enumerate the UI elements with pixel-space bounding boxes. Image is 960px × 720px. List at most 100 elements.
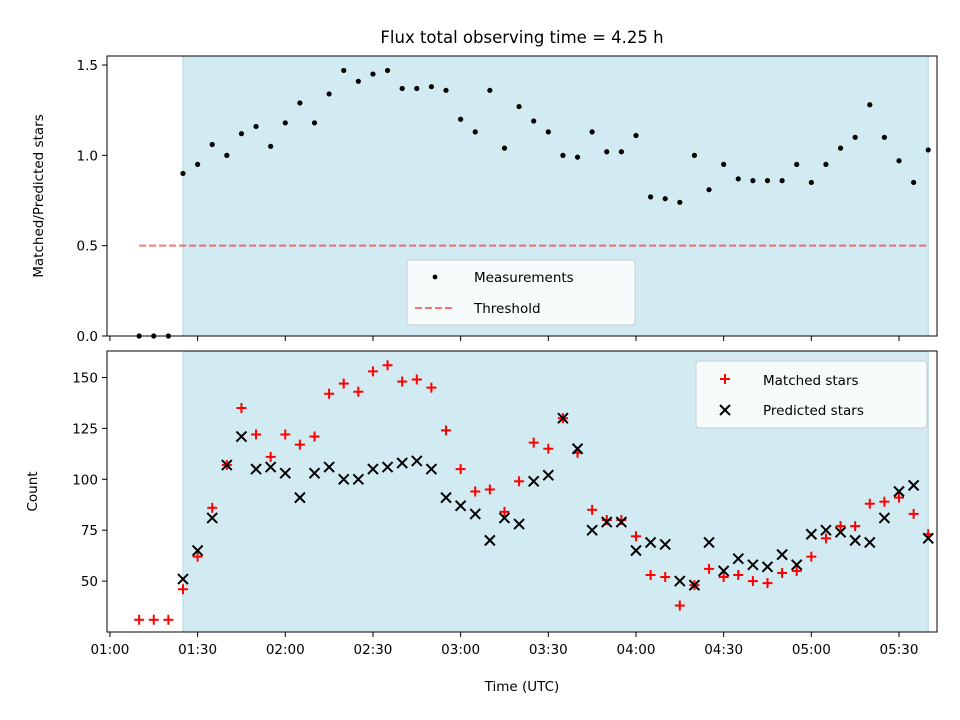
measurement-point: [516, 103, 522, 110]
measurement-point: [443, 87, 449, 93]
top-legend-box: [406, 259, 636, 326]
predicted-star-point: [834, 526, 847, 538]
measurement-point: [501, 145, 508, 151]
predicted-star-point: [338, 473, 350, 485]
legend-predicted-marker: [719, 404, 731, 416]
matched-star-point: [864, 498, 875, 509]
legend-plus-glyph: [720, 374, 730, 384]
matched-star-point: [645, 569, 656, 580]
matched-star-point: [177, 584, 188, 595]
measurement-point: [355, 78, 361, 84]
measurement-point: [647, 194, 654, 200]
matched-star-point: [587, 504, 598, 515]
x-tick-label: 02:00: [266, 642, 305, 658]
y-tick-label: 0.0: [77, 329, 98, 345]
measurement-point: [253, 123, 259, 130]
matched-star-point: [762, 578, 773, 589]
matched-star-point: [455, 464, 466, 475]
measurement-point: [794, 161, 800, 167]
measurement-point: [531, 118, 537, 124]
predicted-star-point: [849, 534, 861, 547]
measurement-point: [764, 178, 771, 184]
measurement-point: [662, 196, 668, 202]
measurement-point: [545, 129, 551, 135]
measurements-points: [136, 67, 931, 339]
predicted-star-point: [425, 463, 438, 475]
matched-star-point: [265, 451, 276, 462]
matched-star-point: [791, 565, 802, 576]
matched-star-point: [397, 376, 408, 387]
matched-star-point: [309, 431, 320, 442]
matched-star-point: [236, 403, 247, 414]
x-tick-label: 02:30: [353, 642, 392, 658]
measurement-point: [837, 145, 844, 151]
predicted-star-point: [732, 552, 744, 565]
predicted-star-point: [191, 544, 204, 557]
chart-title: Flux total observing time = 4.25 h: [380, 28, 663, 47]
measurement-point: [341, 67, 347, 74]
matched-star-point: [733, 569, 744, 580]
matched-star-point: [514, 476, 525, 487]
legend-measurements-label: Measurements: [474, 270, 574, 286]
measurement-point: [311, 120, 318, 126]
predicted-star-point: [805, 528, 818, 540]
predicted-star-point: [411, 455, 423, 467]
predicted-star-point: [177, 573, 189, 585]
top-panel: 0.0 0.5 1.0 1.5 Matched/Predicted stars Mea…: [31, 55, 938, 345]
predicted-star-point: [615, 516, 628, 528]
measurement-point: [721, 161, 727, 167]
matched-star-point: [207, 502, 218, 513]
measurement-point: [224, 152, 230, 158]
x-tick-label: 01:30: [178, 642, 217, 658]
predicted-star-point: [235, 430, 248, 443]
x-tick-label: 05:30: [880, 642, 919, 658]
y-tick-label: 0.5: [77, 239, 98, 255]
matched-star-point: [484, 484, 495, 495]
predicted-star-point: [484, 534, 496, 547]
matched-star-point: [879, 496, 890, 507]
matched-star-point: [528, 437, 539, 448]
top-y-axis-label: Matched/Predicted stars: [31, 114, 47, 277]
predicted-star-point: [601, 516, 613, 528]
measurement-point: [589, 129, 595, 135]
matched-star-point: [850, 521, 861, 532]
predicted-star-point: [498, 512, 511, 524]
matched-star-point: [411, 374, 422, 385]
measurement-point: [574, 154, 581, 160]
matched-star-point: [908, 508, 919, 519]
measurement-point: [458, 116, 464, 122]
matched-star-point: [148, 614, 159, 625]
predicted-star-point: [221, 459, 233, 471]
matched-star-point: [338, 378, 349, 389]
matched-star-point: [630, 531, 641, 542]
top-y-ticks: 0.0 0.5 1.0 1.5: [77, 58, 107, 345]
matched-star-point: [704, 563, 715, 574]
measurement-point: [706, 187, 712, 193]
bottom-y-axis-label: Count: [25, 471, 41, 511]
measurement-point: [867, 102, 873, 108]
matched-star-point: [499, 506, 510, 517]
measurement-point: [911, 179, 917, 186]
y-tick-label: 1.0: [77, 148, 98, 164]
measurement-point: [268, 143, 274, 149]
measurement-point: [238, 131, 245, 137]
predicted-star-point: [557, 412, 569, 424]
predicted-star-point: [469, 508, 481, 520]
x-tick-label: 05:00: [792, 642, 831, 658]
measurement-point: [823, 161, 829, 167]
measurement-point: [808, 179, 814, 186]
predicted-star-point: [922, 532, 934, 545]
predicted-star-point: [761, 561, 774, 573]
top-legend: Measurements Threshold: [406, 259, 636, 326]
y-tick-label: 1.5: [77, 58, 98, 74]
measurement-point: [209, 141, 215, 148]
predicted-star-point: [279, 467, 291, 479]
measurement-point: [194, 161, 201, 167]
predicted-star-point: [571, 443, 584, 455]
measurement-point: [384, 67, 391, 74]
measurement-point: [370, 71, 376, 77]
bottom-axes-frame: [106, 350, 938, 633]
matched-star-point: [835, 521, 846, 532]
predicted-star-point: [352, 473, 365, 485]
